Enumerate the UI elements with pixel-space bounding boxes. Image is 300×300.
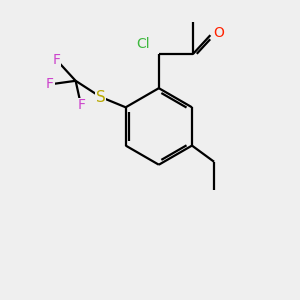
Text: F: F (52, 53, 61, 67)
Text: Cl: Cl (136, 37, 149, 51)
Text: F: F (46, 77, 54, 91)
Text: S: S (96, 89, 106, 104)
Text: O: O (213, 26, 224, 40)
Text: F: F (77, 98, 86, 112)
